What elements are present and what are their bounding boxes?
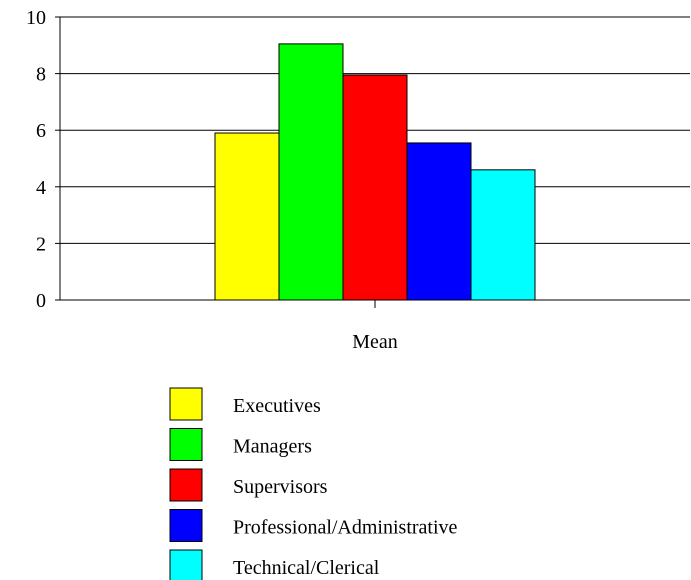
legend-label: Technical/Clerical (233, 557, 380, 579)
legend-label: Professional/Administrative (233, 517, 458, 539)
legend-swatch (169, 549, 203, 580)
legend: Executives Managers Supervisors Professiona… (169, 387, 458, 580)
y-axis-ticks: 0 2 4 6 8 10 (26, 7, 60, 312)
y-tick-label: 4 (36, 177, 46, 199)
legend-label: Executives (233, 395, 321, 417)
x-axis-categories: Mean (352, 300, 398, 353)
bar-professional-administrative (406, 142, 472, 301)
y-tick-label: 10 (26, 7, 46, 29)
legend-swatch (169, 387, 203, 421)
bar-technical-clerical (470, 169, 536, 301)
legend-swatch (169, 428, 203, 461)
bar-managers (278, 43, 344, 301)
legend-swatch (169, 509, 203, 542)
legend-label: Supervisors (233, 476, 328, 498)
bar-supervisors (342, 74, 408, 301)
y-tick-label: 2 (36, 233, 46, 255)
bars (214, 43, 536, 301)
y-tick-label: 6 (36, 120, 46, 142)
bar-executives (214, 132, 280, 301)
y-tick-label: 8 (36, 64, 46, 86)
y-tick-label: 0 (36, 290, 46, 312)
x-category-label: Mean (352, 331, 398, 353)
legend-label: Managers (233, 436, 312, 458)
legend-swatch (169, 468, 203, 502)
